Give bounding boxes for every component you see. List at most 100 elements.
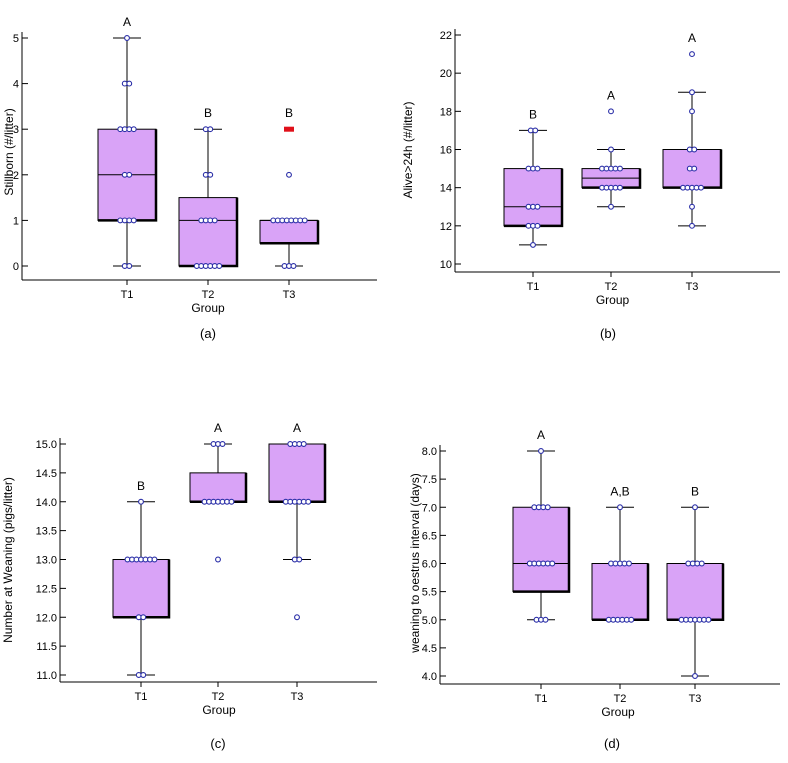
y-tick-label: 22 [440, 30, 452, 42]
significance-letter: A [214, 421, 222, 435]
panel-caption: (d) [604, 736, 620, 751]
x-tick-label-t2: T2 [202, 289, 215, 301]
box-iqr [666, 563, 724, 621]
data-point [126, 263, 133, 269]
significance-letter: A [607, 88, 615, 102]
data-point [530, 241, 536, 248]
data-point [124, 35, 130, 41]
data-point [207, 126, 214, 133]
data-point [534, 222, 541, 229]
data-point [219, 441, 226, 447]
box-edge [504, 168, 564, 228]
significance-letter: A [537, 428, 545, 442]
box-group-t2: A [189, 421, 248, 563]
box-group-t1: B [112, 479, 171, 678]
x-tick-label-t2: T2 [212, 691, 225, 703]
y-tick-label: 11.0 [36, 670, 57, 682]
x-tick-label-t2: T2 [614, 693, 627, 705]
y-tick-label: 13.0 [36, 555, 57, 567]
data-point [534, 165, 541, 172]
box-iqr [178, 197, 238, 267]
significance-letter: A,B [610, 484, 629, 498]
data-point [608, 146, 614, 153]
panel-caption: (c) [210, 736, 225, 751]
data-point [626, 560, 632, 567]
box-iqr [591, 563, 649, 621]
y-tick-label: 4 [13, 79, 19, 91]
significance-letter: B [285, 106, 293, 120]
panel-b: 10 12 14 16 18 20 22 T1 T2 T3 Group Alive>24h (#/li… [401, 29, 780, 341]
data-point [140, 672, 147, 678]
box-iqr [189, 472, 247, 503]
y-tick-label: 1 [13, 215, 19, 227]
significance-letter: A [688, 31, 696, 45]
y-axis-title: Stillborn (#/litter) [2, 108, 16, 195]
box-group-t1: A [97, 15, 158, 269]
y-tick-label: 7.0 [422, 502, 437, 514]
box-edge [513, 507, 571, 593]
data-point [698, 184, 704, 191]
data-point [532, 127, 539, 134]
y-tick-label: 12.5 [36, 583, 57, 595]
y-tick-label: 6.5 [422, 530, 437, 542]
x-tick-label-t3: T3 [291, 691, 304, 703]
data-point [617, 184, 623, 191]
data-point [300, 441, 307, 447]
panel-a: 0 1 2 3 4 5 T1 T2 T3 Group Stillborn (#/litter) (a)… [2, 15, 377, 341]
data-point [290, 263, 297, 269]
x-tick-label-t1: T1 [527, 281, 540, 293]
y-tick-label: 7.5 [422, 474, 437, 486]
significance-letter: B [204, 106, 212, 120]
y-tick-label: 5 [13, 33, 19, 45]
data-point [691, 165, 698, 172]
y-axis-title: Alive>24h (#/litter) [401, 101, 415, 198]
panel-d: 4.0 4.5 5.0 5.5 6.0 6.5 7.0 7.5 8.0 T1 T2 T3 Group we… [408, 428, 780, 751]
y-tick-label: 14.0 [36, 497, 57, 509]
data-point [286, 171, 292, 178]
box-iqr [503, 168, 563, 227]
data-point [296, 556, 303, 563]
y-tick-label: 5.0 [422, 615, 437, 627]
x-axis-title: Group [601, 705, 635, 719]
box-group-t3: B [259, 106, 320, 269]
y-tick-label: 2 [13, 170, 19, 182]
box-group-t1: A [512, 428, 571, 623]
y-tick-label: 18 [440, 106, 452, 118]
y-axis-title: Number at Weaning (pigs/litter) [1, 477, 15, 643]
y-tick-label: 8.0 [422, 446, 437, 458]
data-point [608, 108, 614, 115]
x-axis-title: Group [191, 301, 225, 315]
data-point [689, 222, 695, 229]
x-tick-label-t1: T1 [535, 693, 548, 705]
y-tick-label: 11.5 [36, 641, 57, 653]
y-tick-label: 4.5 [422, 643, 437, 655]
y-tick-label: 0 [13, 261, 19, 273]
box-group-t2: B [178, 106, 239, 269]
box-iqr [259, 219, 319, 244]
data-point [534, 203, 541, 210]
data-point [140, 614, 147, 621]
y-tick-label: 12.0 [36, 612, 57, 624]
box-iqr [512, 506, 570, 593]
y-tick-label: 14.5 [36, 468, 57, 480]
data-point [216, 263, 223, 269]
data-point [691, 146, 698, 153]
data-point [698, 560, 705, 567]
data-point [692, 673, 698, 679]
significance-letter: A [293, 421, 301, 435]
x-tick-label-t1: T1 [121, 289, 134, 301]
data-point [542, 616, 549, 623]
data-point [549, 560, 556, 567]
data-point [689, 89, 695, 96]
box-group-t1: B [503, 107, 564, 248]
box-group-t3: A [268, 421, 327, 621]
data-point [294, 614, 300, 621]
data-point [305, 498, 312, 505]
data-point [689, 203, 695, 210]
x-axis-title: Group [202, 703, 236, 717]
significance-letter: B [691, 484, 699, 498]
y-tick-label: 12 [440, 221, 452, 233]
data-point [608, 203, 614, 210]
box-iqr [268, 443, 326, 503]
